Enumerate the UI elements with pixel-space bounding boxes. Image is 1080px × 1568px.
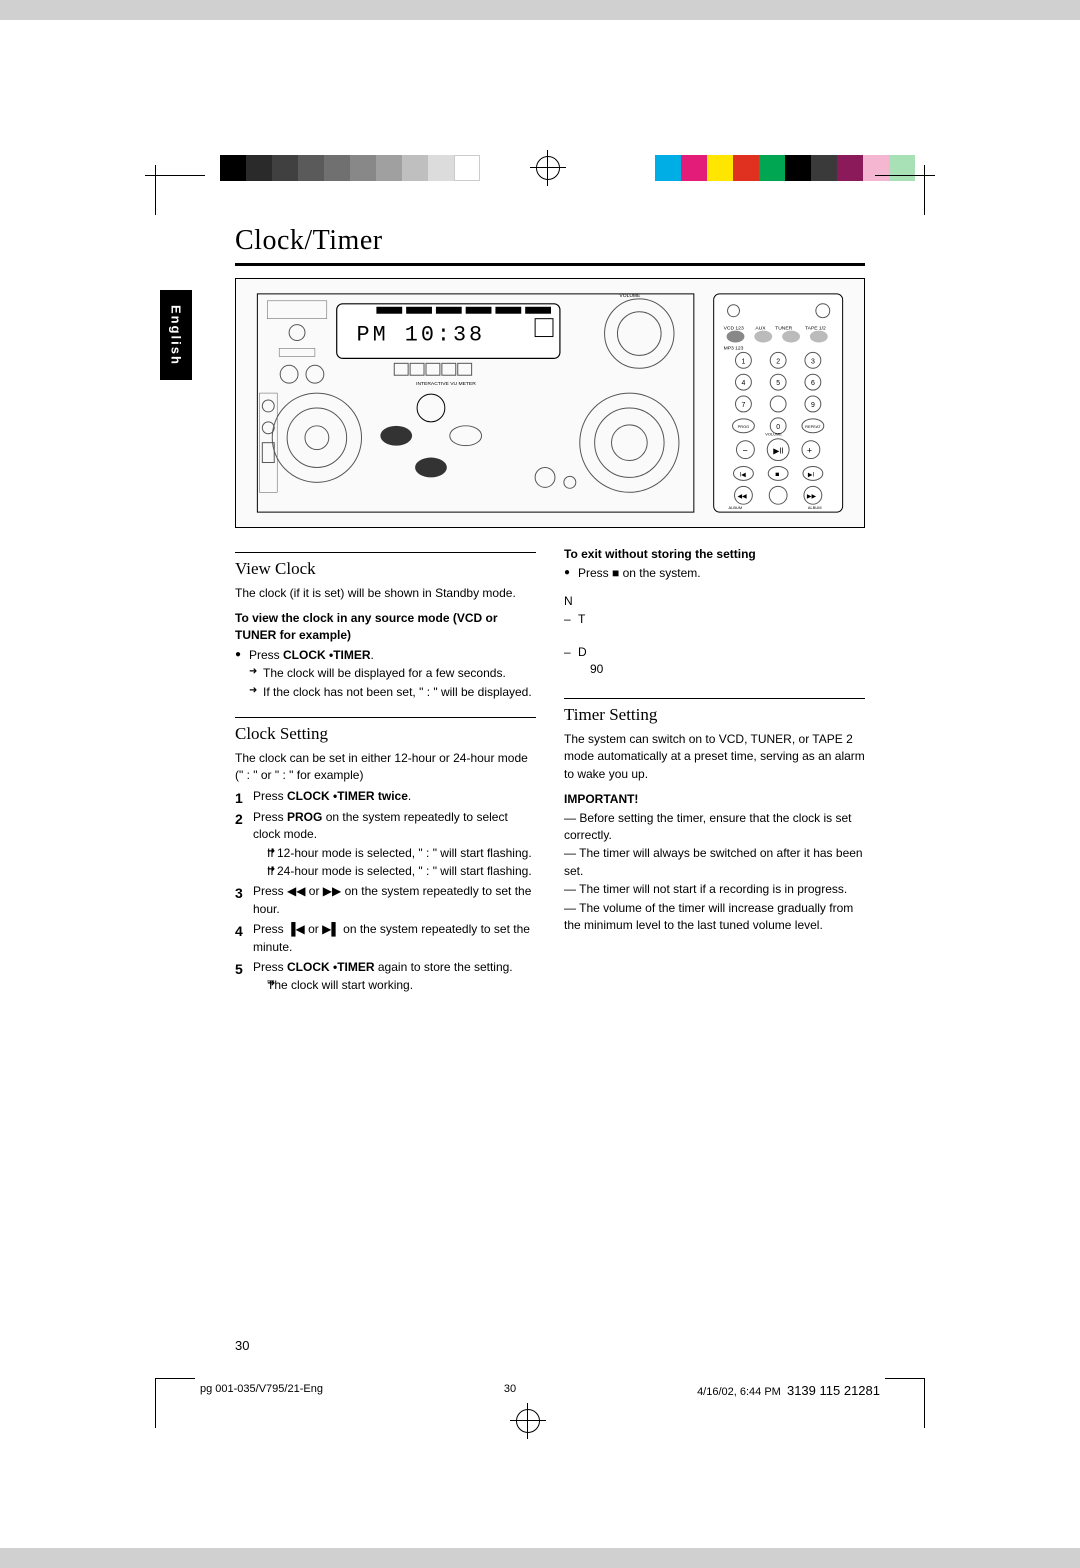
color-swatches [655, 155, 915, 181]
important-1: — Before setting the timer, ensure that … [564, 810, 865, 845]
svg-text:VCD 123: VCD 123 [724, 326, 744, 332]
svg-text:3: 3 [811, 358, 815, 365]
footer: pg 001-035/V795/21-Eng 30 4/16/02, 6:44 … [200, 1383, 880, 1398]
important-2: — The timer will always be switched on a… [564, 845, 865, 880]
svg-text:MP3 123: MP3 123 [724, 345, 744, 351]
step-3: Press ◀◀ or ▶▶ on the system repeatedly … [235, 883, 536, 918]
footer-filename: pg 001-035/V795/21-Eng [200, 1383, 323, 1398]
step-5: Press CLOCK •TIMER again to store the se… [235, 959, 536, 995]
step-2-result-2: If 24-hour mode is selected, " : " will … [253, 863, 536, 880]
svg-text:TAPE 1/2: TAPE 1/2 [805, 326, 826, 332]
svg-text:−: − [742, 446, 747, 456]
footer-page: 30 [323, 1383, 697, 1398]
two-column-body: View Clock The clock (if it is set) will… [235, 546, 865, 995]
important-block: IMPORTANT! — Before setting the timer, e… [564, 791, 865, 934]
svg-text:▶▶: ▶▶ [807, 494, 817, 500]
registration-target-icon [510, 1403, 546, 1439]
important-3: — The timer will not start if a recordin… [564, 881, 865, 898]
note-t: T [564, 611, 865, 628]
svg-text:2: 2 [776, 358, 780, 365]
note-d: D [564, 644, 865, 661]
svg-text:7: 7 [742, 402, 746, 409]
stereo-diagram: PM 10:38 INTERACTIVE VU METER [236, 279, 864, 527]
grayscale-swatches [220, 155, 480, 181]
svg-text:PROG: PROG [738, 424, 750, 429]
product-illustration: PM 10:38 INTERACTIVE VU METER [235, 278, 865, 528]
view-clock-result-2: If the clock has not been set, " : " wil… [235, 684, 536, 701]
svg-text:5: 5 [776, 380, 780, 387]
view-clock-subhead: To view the clock in any source mode (VC… [235, 610, 536, 645]
svg-text:PM 10:38: PM 10:38 [357, 323, 486, 348]
svg-text:■: ■ [775, 471, 779, 478]
svg-text:ALBUM: ALBUM [808, 505, 822, 510]
left-column: View Clock The clock (if it is set) will… [235, 546, 536, 995]
svg-text:VOLUME: VOLUME [619, 293, 641, 299]
view-clock-press: Press CLOCK •TIMER. [235, 647, 536, 664]
section-timer-setting: Timer Setting [564, 703, 865, 728]
page: English Clock/Timer PM 10:38 [0, 20, 1080, 1548]
step-5-result: The clock will start working. [253, 977, 536, 994]
svg-text:0: 0 [776, 424, 780, 431]
svg-text:6: 6 [811, 380, 815, 387]
right-column: To exit without storing the setting Pres… [564, 546, 865, 995]
clock-setting-steps: Press CLOCK •TIMER twice. Press PROG on … [235, 788, 536, 994]
page-title: Clock/Timer [235, 225, 865, 257]
crop-line [155, 165, 156, 215]
view-clock-result-1: The clock will be displayed for a few se… [235, 665, 536, 682]
svg-text:▶I: ▶I [808, 472, 815, 478]
content-area: Clock/Timer PM 10:38 [235, 225, 865, 995]
svg-text:4: 4 [742, 380, 746, 387]
step-4: Press ▐◀ or ▶▌ on the system repeatedly … [235, 921, 536, 956]
section-clock-setting: Clock Setting [235, 722, 536, 747]
timer-intro: The system can switch on to VCD, TUNER, … [564, 731, 865, 783]
step-1: Press CLOCK •TIMER twice. [235, 788, 536, 805]
clock-setting-intro: The clock can be set in either 12-hour o… [235, 750, 536, 785]
svg-text:ALBUM: ALBUM [729, 505, 743, 510]
svg-text:9: 9 [811, 402, 815, 409]
footer-right: 4/16/02, 6:44 PM 3139 115 21281 [697, 1383, 880, 1398]
step-2: Press PROG on the system repeatedly to s… [235, 809, 536, 881]
title-rule [235, 263, 865, 266]
important-label: IMPORTANT! [564, 791, 865, 808]
svg-text:INTERACTIVE VU METER: INTERACTIVE VU METER [416, 381, 476, 387]
registration-marks-top [0, 155, 1080, 195]
note-90: 90 [564, 661, 865, 678]
exit-instruction: Press ■ on the system. [564, 565, 865, 582]
important-4: — The volume of the timer will increase … [564, 900, 865, 935]
note-n: N [564, 593, 865, 610]
svg-text:REPEAT: REPEAT [805, 424, 821, 429]
svg-text:◀◀: ◀◀ [737, 494, 747, 500]
step-2-result-1: If 12-hour mode is selected, " : " will … [253, 845, 536, 862]
crop-line [875, 175, 935, 176]
crop-line [145, 175, 205, 176]
svg-text:1: 1 [742, 358, 746, 365]
view-clock-body: The clock (if it is set) will be shown i… [235, 585, 536, 602]
svg-text:▶II: ▶II [773, 447, 783, 456]
svg-text:VOLUME: VOLUME [765, 432, 782, 437]
svg-text:+: + [807, 446, 812, 456]
exit-subhead: To exit without storing the setting [564, 546, 865, 563]
registration-marks-bottom [0, 1408, 1080, 1468]
svg-text:I◀: I◀ [739, 472, 746, 478]
language-tab: English [160, 290, 192, 380]
section-view-clock: View Clock [235, 557, 536, 582]
page-number: 30 [235, 1338, 249, 1353]
crop-line [924, 165, 925, 215]
registration-target-icon [530, 150, 566, 186]
